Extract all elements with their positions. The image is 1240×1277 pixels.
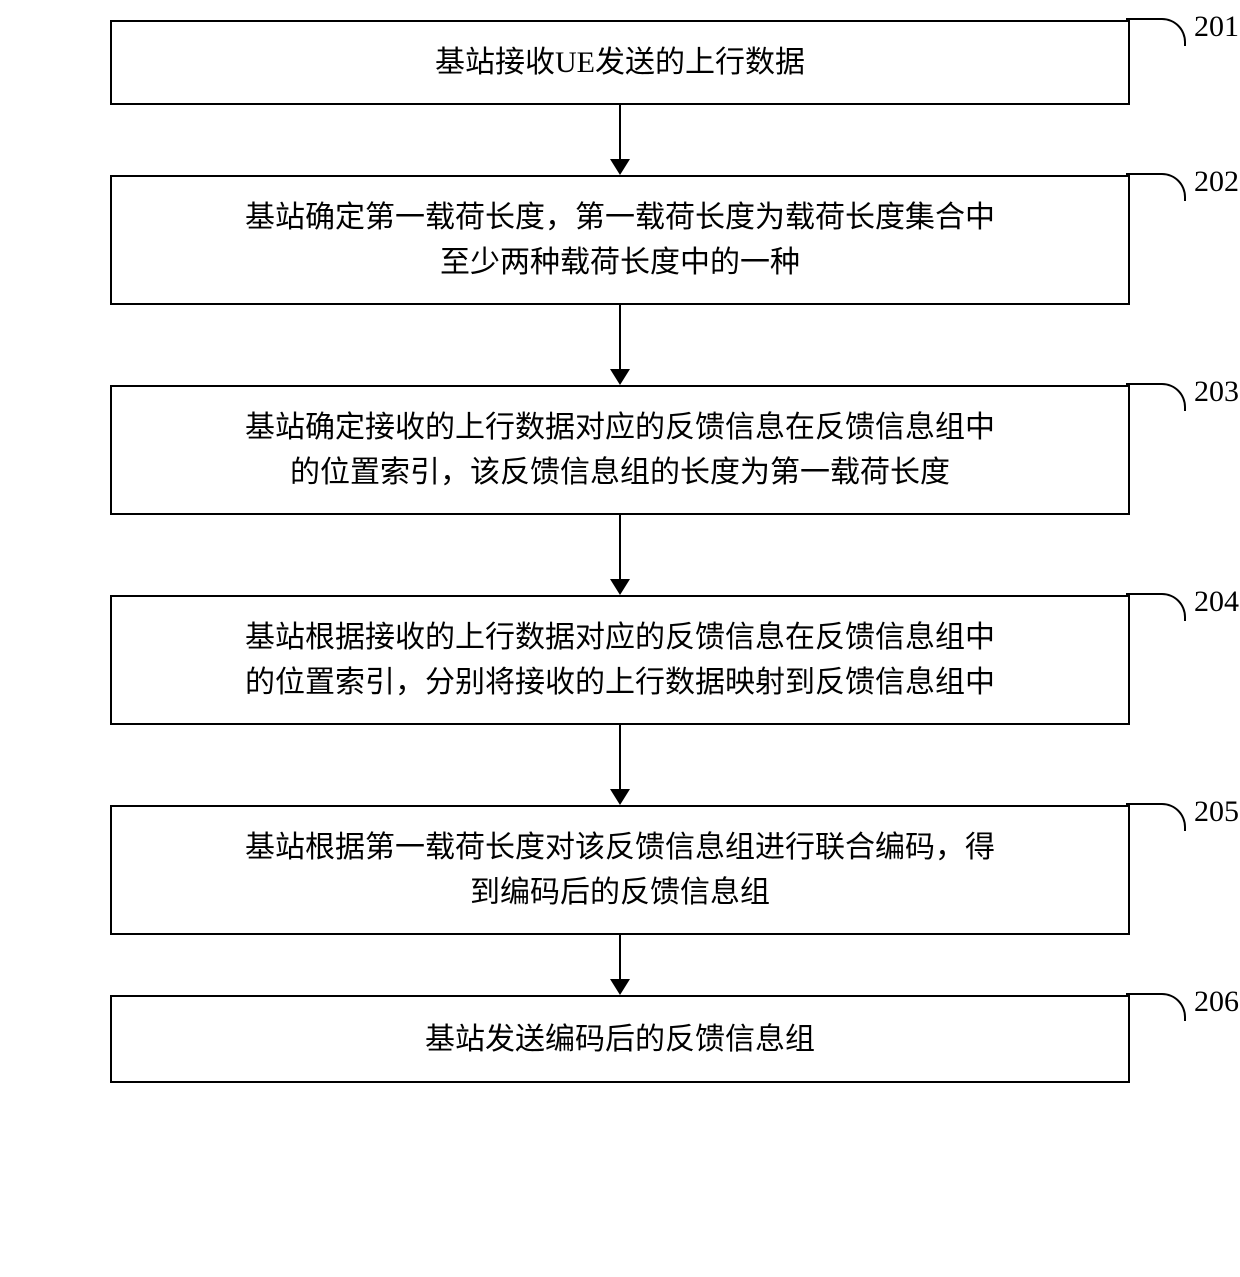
step-row: 基站根据第一载荷长度对该反馈信息组进行联合编码，得到编码后的反馈信息组205: [40, 805, 1200, 935]
step-box: 基站确定第一载荷长度，第一载荷长度为载荷长度集合中至少两种载荷长度中的一种: [110, 175, 1130, 305]
step-box: 基站接收UE发送的上行数据: [110, 20, 1130, 105]
step-label: 204: [1194, 587, 1239, 617]
arrow-head-icon: [610, 579, 630, 595]
flowchart-step: 基站根据接收的上行数据对应的反馈信息在反馈信息组中的位置索引，分别将接收的上行数…: [40, 595, 1200, 805]
flow-arrow: [610, 935, 630, 995]
step-row: 基站接收UE发送的上行数据201: [40, 20, 1200, 105]
flow-arrow: [610, 515, 630, 595]
arrow-line: [619, 725, 621, 789]
arrow-line: [619, 515, 621, 579]
label-connector: [1126, 18, 1186, 46]
label-connector: [1126, 803, 1186, 831]
flow-arrow: [610, 305, 630, 385]
arrow-head-icon: [610, 159, 630, 175]
flowchart-step: 基站根据第一载荷长度对该反馈信息组进行联合编码，得到编码后的反馈信息组205: [40, 805, 1200, 995]
flow-arrow: [610, 725, 630, 805]
step-row: 基站确定第一载荷长度，第一载荷长度为载荷长度集合中至少两种载荷长度中的一种202: [40, 175, 1200, 305]
label-connector: [1126, 173, 1186, 201]
step-box: 基站根据接收的上行数据对应的反馈信息在反馈信息组中的位置索引，分别将接收的上行数…: [110, 595, 1130, 725]
flowchart-step: 基站确定第一载荷长度，第一载荷长度为载荷长度集合中至少两种载荷长度中的一种202: [40, 175, 1200, 385]
arrow-head-icon: [610, 789, 630, 805]
label-connector: [1126, 993, 1186, 1021]
step-row: 基站发送编码后的反馈信息组206: [40, 995, 1200, 1083]
label-connector: [1126, 593, 1186, 621]
step-box: 基站发送编码后的反馈信息组: [110, 995, 1130, 1083]
step-row: 基站根据接收的上行数据对应的反馈信息在反馈信息组中的位置索引，分别将接收的上行数…: [40, 595, 1200, 725]
arrow-line: [619, 105, 621, 159]
arrow-line: [619, 935, 621, 979]
step-label: 201: [1194, 12, 1239, 42]
arrow-head-icon: [610, 369, 630, 385]
step-label: 206: [1194, 987, 1239, 1017]
flowchart-container: 基站接收UE发送的上行数据201 基站确定第一载荷长度，第一载荷长度为载荷长度集合…: [40, 20, 1200, 1083]
step-label: 205: [1194, 797, 1239, 827]
flowchart-step: 基站接收UE发送的上行数据201: [40, 20, 1200, 175]
flowchart-step: 基站确定接收的上行数据对应的反馈信息在反馈信息组中的位置索引，该反馈信息组的长度…: [40, 385, 1200, 595]
arrow-line: [619, 305, 621, 369]
step-row: 基站确定接收的上行数据对应的反馈信息在反馈信息组中的位置索引，该反馈信息组的长度…: [40, 385, 1200, 515]
flowchart-step: 基站发送编码后的反馈信息组206: [40, 995, 1200, 1083]
step-label: 203: [1194, 377, 1239, 407]
step-box: 基站根据第一载荷长度对该反馈信息组进行联合编码，得到编码后的反馈信息组: [110, 805, 1130, 935]
label-connector: [1126, 383, 1186, 411]
flow-arrow: [610, 105, 630, 175]
arrow-head-icon: [610, 979, 630, 995]
step-label: 202: [1194, 167, 1239, 197]
step-box: 基站确定接收的上行数据对应的反馈信息在反馈信息组中的位置索引，该反馈信息组的长度…: [110, 385, 1130, 515]
